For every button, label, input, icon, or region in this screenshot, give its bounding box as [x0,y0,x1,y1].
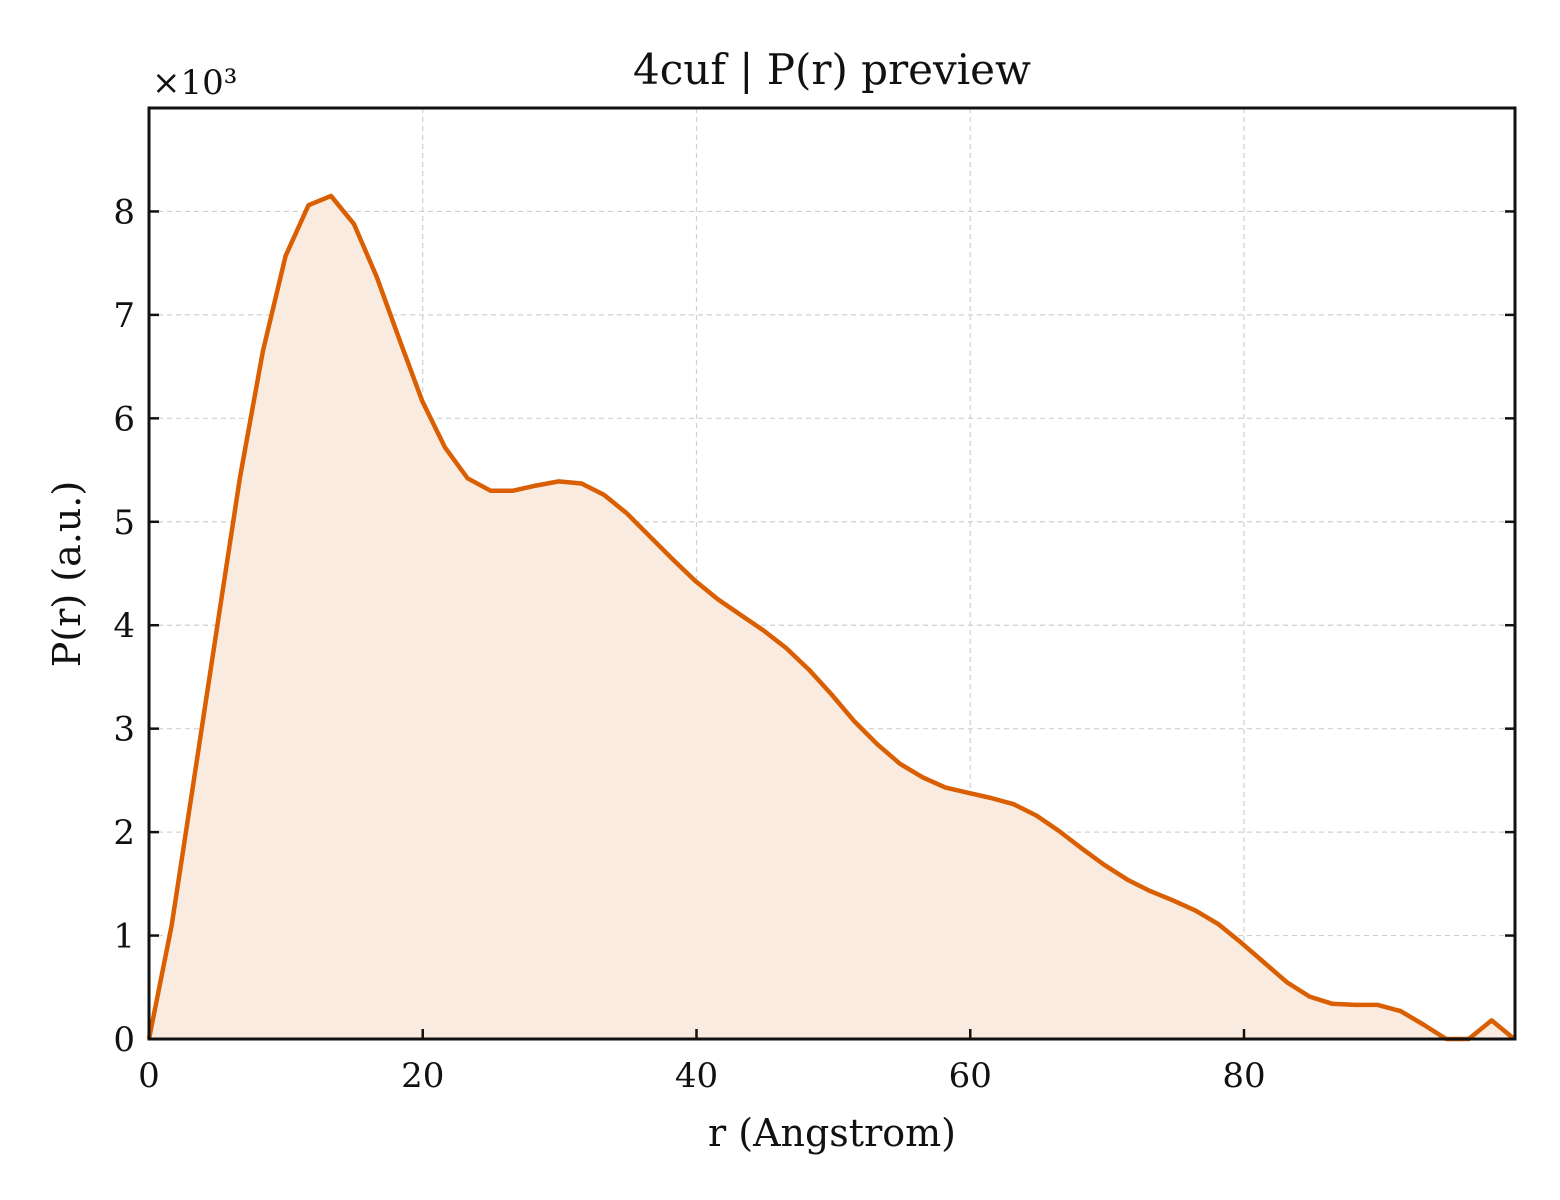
area-fill [149,195,1515,1039]
x-tick-label: 0 [138,1056,160,1096]
y-tick-label: 3 [113,710,135,750]
x-axis-label: r (Angstrom) [708,1111,956,1155]
plot-frame [147,106,1517,1041]
x-tick-label: 60 [949,1056,992,1096]
y-tick-label: 0 [113,1020,135,1060]
y-axis-multiplier: ×10³ [152,63,237,103]
y-tick-label: 7 [113,296,135,336]
y-tick-label: 1 [113,917,135,957]
y-tick-label: 2 [113,813,135,853]
axis-ticks: 0 20 40 60 80 0 1 2 3 4 5 6 7 8 [113,192,1515,1096]
series-line [146,193,1516,1042]
y-tick-label: 5 [113,503,135,543]
chart-title: 4cuf | P(r) preview [633,45,1031,94]
x-tick-label: 40 [675,1056,718,1096]
x-tick-label: 20 [401,1056,444,1096]
y-axis-label: P(r) (a.u.) [45,481,89,667]
y-tick-label: 8 [113,192,135,232]
y-tick-label: 4 [113,606,135,646]
y-tick-label: 6 [113,399,135,439]
x-tick-label: 80 [1222,1056,1265,1096]
